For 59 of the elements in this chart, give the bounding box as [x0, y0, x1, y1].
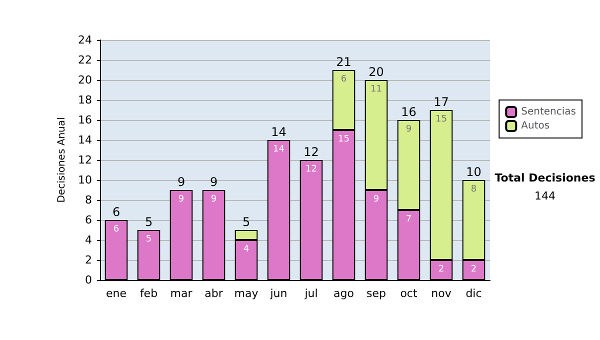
- data-label: 2: [438, 264, 444, 274]
- text: Total Decisiones: [494, 172, 596, 184]
- y-tick-label: 10: [78, 174, 92, 186]
- total-label: 5: [144, 215, 153, 229]
- total-label: 12: [304, 145, 319, 159]
- x-tick-label: nov: [431, 287, 452, 300]
- text: 144: [534, 190, 556, 202]
- y-tick-label: 22: [78, 54, 92, 66]
- x-tick-label: oct: [400, 287, 418, 300]
- data-label: 7: [406, 214, 412, 224]
- y-tick-label: 18: [78, 94, 92, 106]
- y-tick-label: 0: [85, 274, 92, 286]
- y-tick-label: 6: [85, 214, 92, 226]
- data-label: 11: [370, 84, 382, 94]
- data-label: 9: [178, 194, 184, 204]
- legend-label: Sentencias: [521, 106, 576, 118]
- y-tick-label: 2: [85, 254, 92, 266]
- total-label: 5: [242, 215, 250, 229]
- data-label: 8: [470, 184, 477, 194]
- x-tick-label: ago: [334, 287, 354, 300]
- data-label: 6: [113, 224, 120, 234]
- data-label: 2: [470, 264, 477, 274]
- total-label: 9: [177, 175, 186, 189]
- data-label: 9: [406, 124, 412, 134]
- data-label: 5: [146, 234, 152, 244]
- total-label: 9: [210, 175, 218, 189]
- data-label: 14: [273, 144, 285, 154]
- total-label: 21: [336, 55, 352, 69]
- x-tick-label: jun: [269, 287, 288, 300]
- data-label: 9: [373, 194, 380, 204]
- total-label: 17: [434, 95, 449, 109]
- y-tick-label: 14: [78, 134, 92, 146]
- total-label: 14: [271, 125, 286, 139]
- x-tick-label: may: [234, 287, 259, 300]
- y-tick-label: 16: [78, 114, 92, 126]
- y-tick-label: 8: [85, 194, 92, 206]
- legend-label: Autos: [521, 120, 550, 132]
- data-label: 12: [306, 164, 317, 174]
- x-tick-label: ene: [106, 287, 127, 300]
- total-label: 16: [401, 105, 416, 119]
- y-tick-label: 4: [85, 234, 92, 246]
- y-tick-label: 24: [78, 34, 92, 46]
- x-tick-label: jul: [304, 287, 318, 300]
- y-tick-label: 20: [78, 74, 92, 86]
- data-label: 6: [340, 74, 347, 84]
- x-tick-label: sep: [366, 287, 386, 300]
- x-tick-label: mar: [170, 287, 193, 300]
- y-axis-title: Decisiones Anual: [56, 117, 68, 203]
- x-tick-label: dic: [466, 287, 482, 300]
- x-tick-label: abr: [204, 287, 224, 300]
- data-label: 9: [210, 194, 217, 204]
- data-label: 15: [436, 114, 447, 124]
- data-label: 4: [243, 244, 250, 254]
- total-label: 10: [466, 165, 482, 179]
- data-label: 15: [338, 134, 350, 144]
- y-tick-label: 12: [78, 154, 92, 166]
- total-label: 20: [368, 65, 384, 79]
- x-tick-label: feb: [140, 287, 158, 300]
- total-label: 6: [112, 205, 120, 219]
